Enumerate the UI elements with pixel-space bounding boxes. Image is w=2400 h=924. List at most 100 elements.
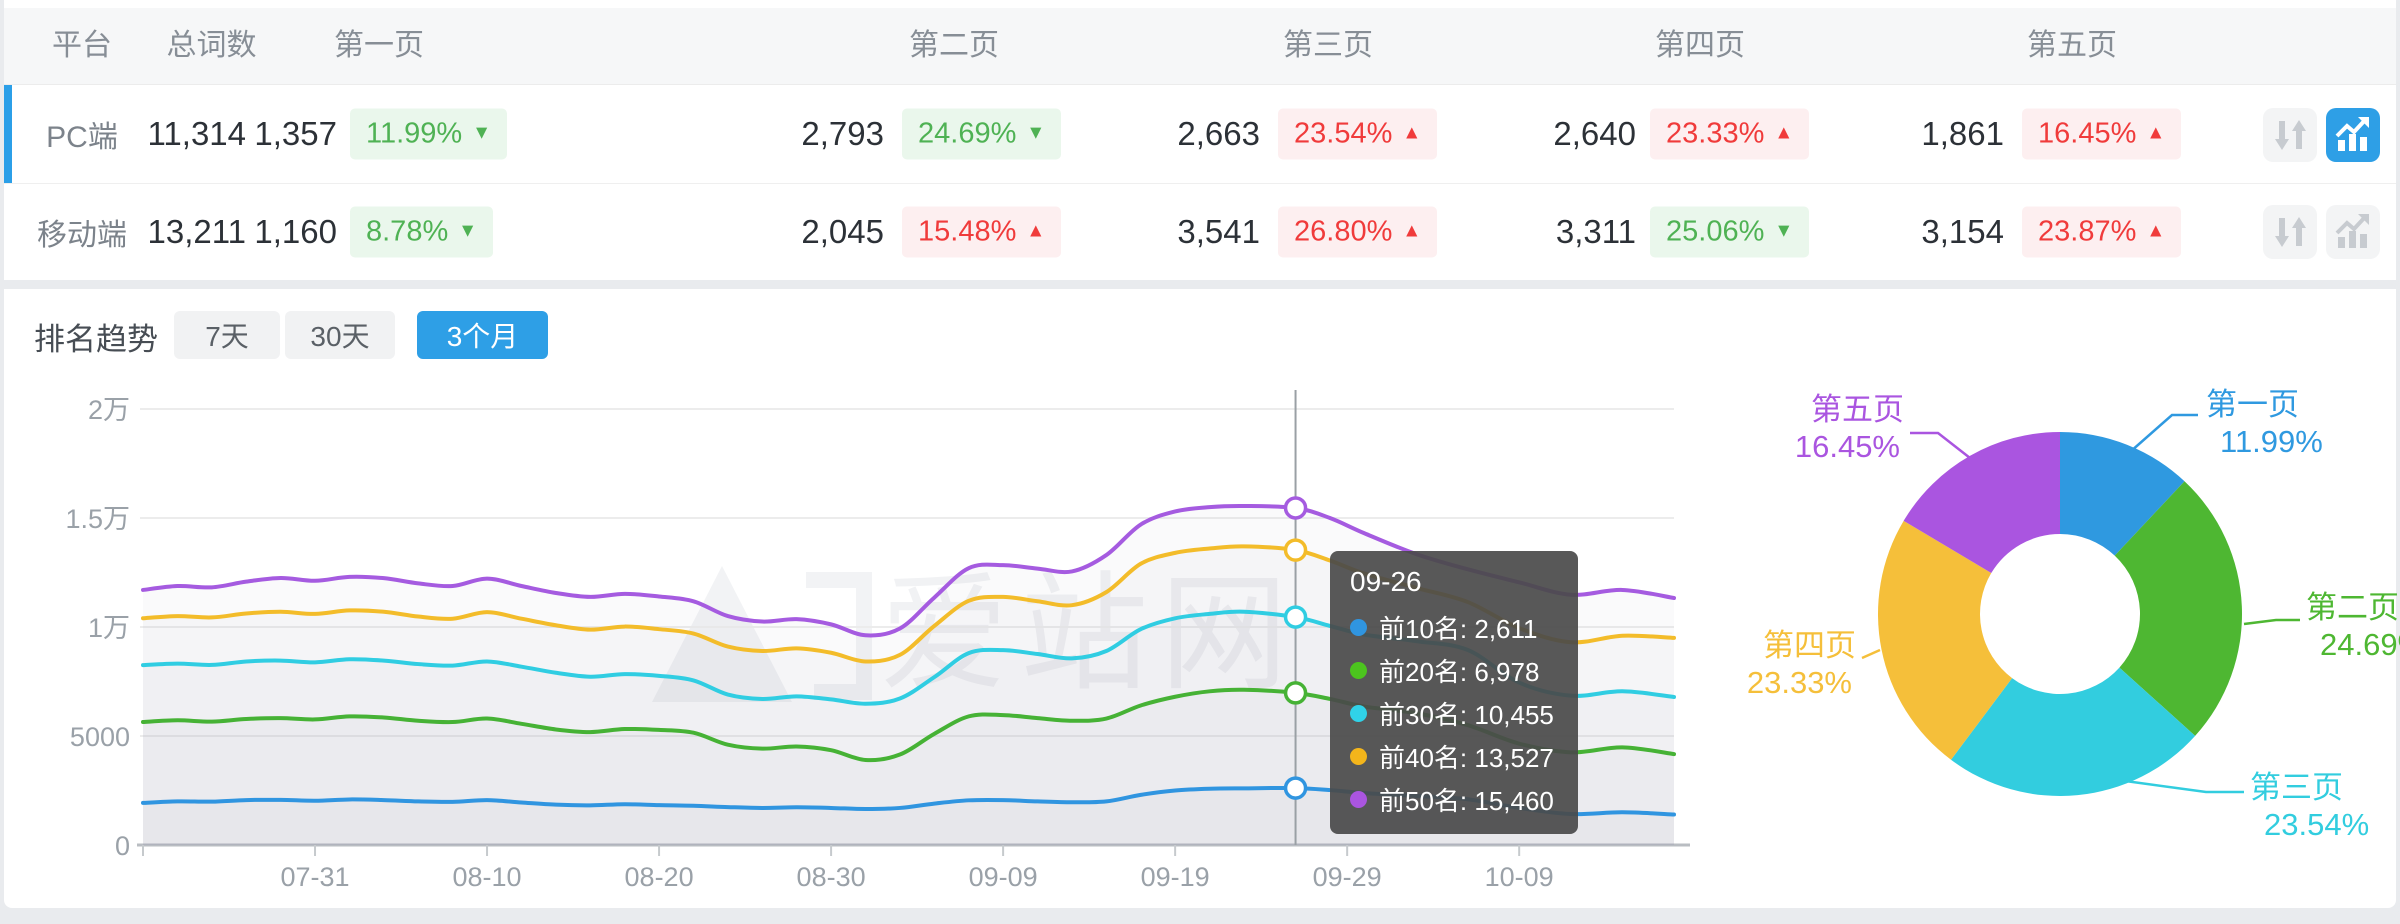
tab-30-days[interactable]: 30天: [285, 311, 395, 359]
donut-label-第五页: 第五页: [1811, 392, 1904, 427]
badge-pct: 8.78%: [366, 215, 449, 248]
badge-pct: 23.33%: [1666, 117, 1765, 150]
x-axis-label: 09-19: [1141, 862, 1210, 892]
donut-leader-line-第三页: [2117, 778, 2244, 794]
sort-button[interactable]: [2263, 108, 2317, 162]
sort-button[interactable]: [2263, 205, 2317, 259]
page5-count: 3,154: [1921, 213, 2004, 250]
page3-count: 2,663: [1177, 115, 1260, 152]
tooltip-series-row: 前30名: 10,455: [1350, 692, 1558, 735]
donut-leader-line-第四页: [1861, 648, 1881, 660]
sort-arrows-icon: [2275, 120, 2306, 150]
y-axis-label: 2万: [88, 395, 130, 425]
tooltip-date: 09-26: [1350, 566, 1422, 597]
page4-count: 3,311: [1555, 213, 1636, 250]
trend-arrow-icon: ▼: [458, 220, 478, 241]
chart-icon: [2335, 117, 2369, 151]
y-axis-label: 5000: [70, 722, 130, 752]
col-header-page3: 第三页: [1283, 29, 1373, 62]
x-axis-label: 09-29: [1313, 862, 1382, 892]
page2-change-badge: 24.69% ▼: [902, 108, 1062, 160]
page2-count: 2,045: [801, 213, 884, 250]
page2-change-badge: 15.48% ▲: [902, 206, 1062, 258]
page5-change-badge: 16.45% ▲: [2022, 108, 2182, 160]
series-area-前10名: [143, 787, 1674, 845]
badge-pct: 16.45%: [2038, 117, 2137, 150]
tooltip-series-text: 前40名: 13,527: [1379, 743, 1554, 773]
donut-slice-第五页[interactable]: [1903, 432, 2060, 574]
donut-slice-第三页[interactable]: [1950, 667, 2196, 797]
series-dot-icon: [1350, 705, 1367, 722]
donut-pct-第三页: 23.54%: [2264, 807, 2369, 842]
col-header-page1: 第一页: [334, 29, 424, 62]
tooltip-series-text: 前10名: 2,611: [1379, 614, 1538, 644]
trend-arrow-icon: ▼: [1026, 122, 1046, 143]
series-dot-icon: [1350, 791, 1367, 808]
selected-row-accent: [4, 85, 12, 183]
col-header-page5: 第五页: [2027, 29, 2117, 62]
x-axis-label: 09-09: [969, 862, 1038, 892]
badge-pct: 25.06%: [1666, 215, 1765, 248]
donut-pct-第五页: 16.45%: [1795, 429, 1900, 464]
hover-marker-前40名: [1283, 538, 1308, 562]
page3-count: 3,541: [1177, 213, 1260, 250]
hover-marker-前50名: [1283, 496, 1308, 520]
sort-arrows-icon: [2275, 217, 2306, 247]
donut-label-第四页: 第四页: [1763, 628, 1856, 663]
donut-pct-第二页: 24.69%: [2320, 627, 2400, 662]
total-words-value: 13,211: [147, 213, 246, 250]
donut-pct-第四页: 23.33%: [1747, 665, 1852, 700]
page4-count: 2,640: [1553, 115, 1636, 152]
col-header-page4: 第四页: [1655, 29, 1745, 62]
badge-pct: 11.99%: [366, 117, 463, 150]
show-chart-button[interactable]: [2326, 205, 2380, 259]
page4-change-badge: 23.33% ▲: [1650, 108, 1810, 160]
tooltip-series-row: 前10名: 2,611: [1350, 606, 1558, 649]
page5-count: 1,861: [1921, 115, 2004, 152]
page1-count: 1,160: [254, 213, 337, 250]
donut-leader-line-第一页: [2129, 413, 2198, 453]
trend-arrow-icon: ▲: [1026, 220, 1046, 241]
x-axis-label: 08-10: [453, 862, 522, 892]
series-dot-icon: [1350, 662, 1367, 679]
series-dot-icon: [1350, 619, 1367, 636]
donut-label-第二页: 第二页: [2306, 590, 2399, 625]
series-area-前20名: [143, 689, 1674, 845]
table-row-mobile[interactable]: 移动端 13,211 1,160 8.78% ▼ 2,045 15.48% ▲ 3,…: [4, 184, 2396, 281]
donut-leader-line-第五页: [1910, 431, 1971, 459]
trend-arrow-icon: ▲: [1402, 122, 1422, 143]
donut-leader-line-第二页: [2243, 618, 2300, 626]
badge-pct: 23.87%: [2038, 215, 2137, 248]
trend-arrow-icon: ▼: [1774, 220, 1794, 241]
x-axis-label: 08-20: [625, 862, 694, 892]
col-header-page2: 第二页: [909, 29, 999, 62]
trend-section-title: 排名趋势: [34, 322, 158, 357]
page3-change-badge: 26.80% ▲: [1278, 206, 1438, 258]
series-line-前50名: [141, 503, 1676, 638]
donut-label-第一页: 第一页: [2206, 387, 2299, 422]
series-area-前50名: [143, 505, 1674, 845]
tooltip-series-text: 前30名: 10,455: [1379, 700, 1554, 730]
section-divider: [0, 280, 2400, 289]
tooltip-series-text: 前50名: 15,460: [1379, 786, 1554, 816]
x-axis-label: 10-09: [1485, 862, 1554, 892]
tab-7-days[interactable]: 7天: [174, 311, 280, 359]
series-dot-icon: [1350, 748, 1367, 765]
donut-pct-第一页: 11.99%: [2220, 424, 2323, 459]
show-chart-button[interactable]: [2326, 108, 2380, 162]
tab-3-months[interactable]: 3个月: [417, 311, 548, 359]
page3-change-badge: 23.54% ▲: [1278, 108, 1438, 160]
badge-pct: 24.69%: [918, 117, 1017, 150]
badge-pct: 23.54%: [1294, 117, 1393, 150]
col-header-total: 总词数: [166, 29, 257, 62]
table-header: 平台 总词数 第一页 第二页 第三页 第四页 第五页: [4, 8, 2396, 85]
watermark-logo: [652, 566, 792, 702]
donut-slice-第四页[interactable]: [1878, 520, 2013, 760]
donut-slice-第一页[interactable]: [2060, 432, 2185, 556]
y-axis-label: 0: [115, 831, 130, 861]
table-row-pc[interactable]: PC端 11,314 1,357 11.99% ▼ 2,793 24.69% ▼ 2…: [4, 85, 2396, 184]
donut-slice-第二页[interactable]: [2114, 481, 2243, 736]
page2-count: 2,793: [801, 115, 884, 152]
tooltip-series-row: 前40名: 13,527: [1350, 735, 1558, 778]
